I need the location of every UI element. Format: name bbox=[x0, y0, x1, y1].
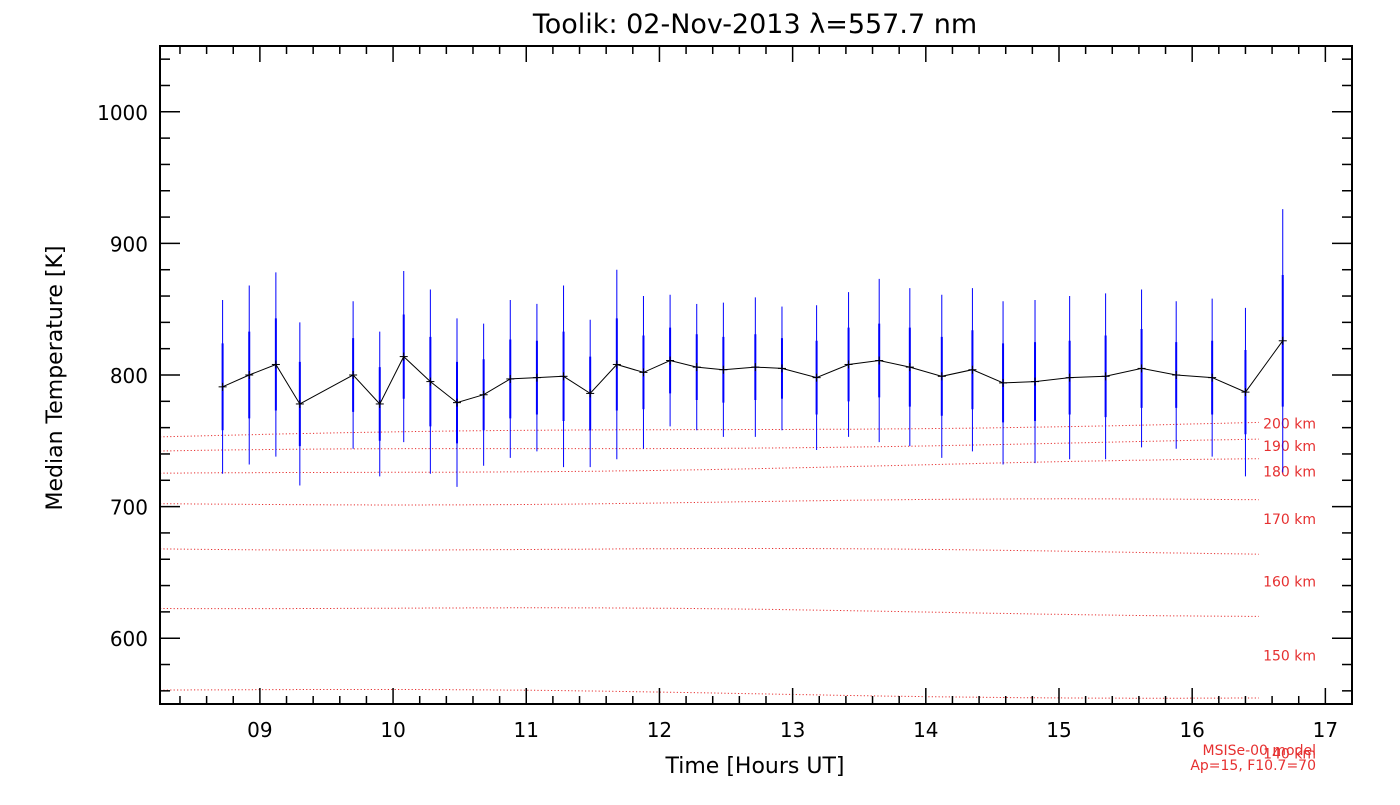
data-point bbox=[1101, 372, 1110, 381]
x-axis-label: Time [Hours UT] bbox=[665, 754, 845, 779]
data-point bbox=[844, 360, 853, 369]
x-tick-label: 13 bbox=[780, 718, 805, 742]
y-tick-label: 800 bbox=[110, 364, 148, 388]
data-point bbox=[968, 365, 977, 374]
model-curve-200km bbox=[159, 421, 1259, 438]
data-point bbox=[937, 372, 946, 381]
data-point bbox=[999, 378, 1008, 387]
model-curve-150km bbox=[159, 607, 1259, 617]
data-point bbox=[399, 352, 408, 361]
data-series bbox=[218, 209, 1287, 487]
y-tick-label: 600 bbox=[110, 627, 148, 651]
data-point bbox=[1208, 373, 1217, 382]
x-tick-label: 15 bbox=[1046, 718, 1071, 742]
data-point bbox=[586, 389, 595, 398]
axes: 09 10 11 12 13 14 15 16 17 600 700 800 900 1000 bbox=[97, 45, 1353, 742]
model-curve-label: 190 km bbox=[1263, 439, 1316, 455]
y-tick-label: 700 bbox=[110, 496, 148, 520]
data-point bbox=[271, 360, 280, 369]
data-point bbox=[506, 374, 515, 383]
model-curve-180km bbox=[159, 458, 1259, 474]
x-tick-label: 14 bbox=[913, 718, 938, 742]
data-point bbox=[1172, 371, 1181, 379]
data-point bbox=[479, 390, 488, 399]
data-point bbox=[875, 356, 884, 365]
data-point bbox=[777, 364, 786, 373]
model-note-line-1: MSISe-00 model bbox=[1202, 743, 1316, 759]
y-tick-label: 1000 bbox=[97, 101, 148, 125]
model-note-line-2: Ap=15, F10.7=70 bbox=[1190, 758, 1316, 774]
data-point bbox=[218, 382, 227, 391]
data-point bbox=[666, 356, 675, 365]
x-tick-label: 11 bbox=[514, 718, 539, 742]
data-point bbox=[639, 368, 648, 377]
model-curve-label: 170 km bbox=[1263, 512, 1316, 528]
data-point bbox=[245, 371, 254, 379]
data-point bbox=[905, 363, 914, 372]
model-curve-190km bbox=[159, 438, 1259, 452]
data-point bbox=[751, 363, 760, 372]
chart-title: Toolik: 02-Nov-2013 λ=557.7 nm bbox=[532, 9, 977, 40]
model-curve-140km bbox=[159, 689, 1259, 699]
x-tick-label: 16 bbox=[1179, 718, 1204, 742]
x-tick-label: 09 bbox=[247, 718, 272, 742]
data-point bbox=[532, 373, 541, 382]
data-point bbox=[295, 399, 304, 408]
data-point bbox=[1065, 373, 1074, 382]
data-point bbox=[559, 372, 568, 381]
model-curve-160km bbox=[159, 548, 1259, 555]
x-tick-label: 12 bbox=[647, 718, 672, 742]
model-curve-label: 140 km bbox=[1263, 746, 1316, 762]
data-point bbox=[719, 365, 728, 374]
data-point bbox=[453, 398, 462, 407]
x-tick-label: 10 bbox=[380, 718, 405, 742]
data-point bbox=[1241, 388, 1250, 397]
data-point bbox=[349, 371, 358, 379]
data-point bbox=[812, 373, 821, 382]
data-point bbox=[612, 360, 621, 369]
model-curve-label: 150 km bbox=[1263, 649, 1316, 665]
model-curve-label: 160 km bbox=[1263, 575, 1316, 591]
y-tick-label: 900 bbox=[110, 232, 148, 256]
data-point bbox=[1278, 336, 1287, 345]
data-point bbox=[426, 377, 435, 386]
model-curve-170km bbox=[159, 498, 1259, 506]
y-axis-label: Median Temperature [K] bbox=[43, 246, 68, 511]
model-curve-label: 180 km bbox=[1263, 465, 1316, 481]
model-curves: 200 km 190 km 180 km 170 km 160 km 150 km 140 … bbox=[159, 416, 1316, 762]
series-line bbox=[222, 340, 1284, 405]
data-point bbox=[1031, 377, 1040, 386]
data-point bbox=[692, 363, 701, 372]
data-point bbox=[1137, 364, 1146, 373]
x-tick-label: 17 bbox=[1313, 718, 1338, 742]
model-curve-label: 200 km bbox=[1263, 416, 1316, 432]
data-point bbox=[375, 399, 384, 408]
